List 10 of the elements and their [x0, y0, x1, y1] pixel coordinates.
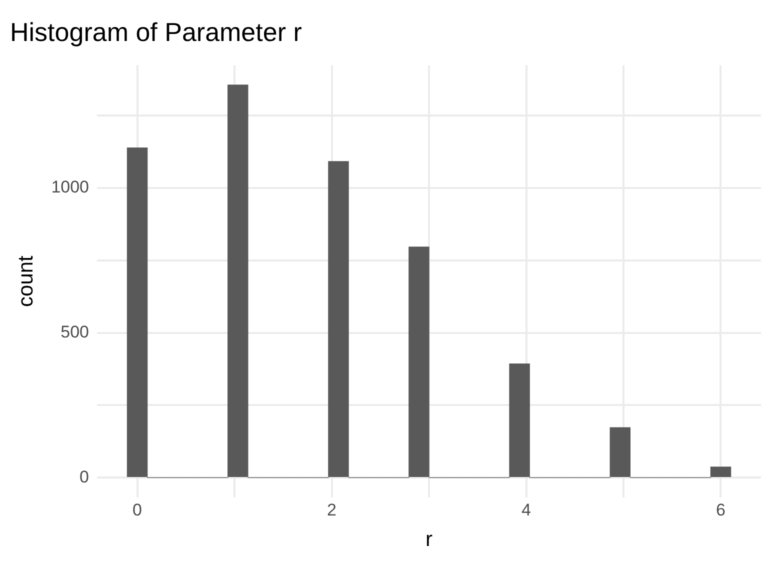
y-tick-label: 0	[80, 467, 90, 486]
chart-title: Histogram of Parameter r	[10, 16, 302, 47]
x-tick-label: 4	[522, 500, 531, 520]
y-tick-label: 500	[60, 322, 90, 342]
x-tick-label: 2	[327, 500, 336, 520]
y-axis-title: count	[14, 255, 38, 307]
x-axis-title: r	[426, 528, 433, 552]
y-tick-label: 1000	[51, 178, 90, 197]
x-tick-label: 0	[132, 500, 142, 520]
x-tick-label: 6	[716, 500, 726, 520]
